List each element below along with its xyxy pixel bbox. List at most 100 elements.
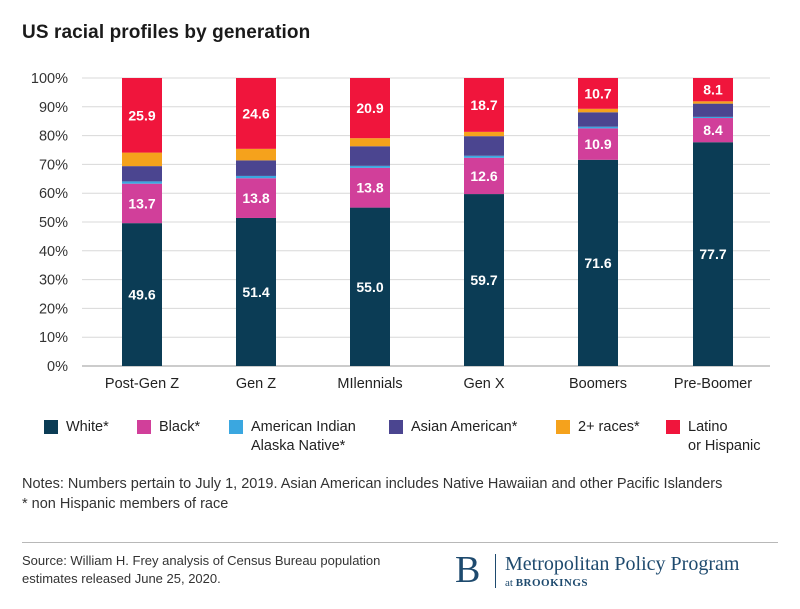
bar-segment xyxy=(693,118,733,143)
bar-stack: 59.7 12.6 18.7 xyxy=(464,78,504,366)
notes-footnote: * non Hispanic members of race xyxy=(22,496,229,512)
bar-segment xyxy=(464,78,504,132)
bar-segment xyxy=(236,217,276,366)
bar-segment xyxy=(236,148,276,161)
bar-segment xyxy=(693,103,733,117)
bar-segment xyxy=(122,183,162,224)
legend-swatch-white xyxy=(44,420,58,434)
bar-stack: 51.4 13.8 24.6 xyxy=(236,78,276,366)
bar-segment xyxy=(578,108,618,113)
data-label: 49.6 xyxy=(128,287,155,303)
data-label: 13.8 xyxy=(356,180,383,196)
bar-segment xyxy=(464,131,504,137)
y-tick-label: 50% xyxy=(39,215,68,231)
x-tick-label: MIlennials xyxy=(337,376,402,392)
stacked-bar-chart: 0% 10% 20% 30% 40% 50% 60% 70% 80% 90% 100% 49.6 13… xyxy=(31,71,770,392)
legend-swatch-two-plus-races xyxy=(556,420,570,434)
chart-title: US racial profiles by generation xyxy=(22,22,311,43)
data-label: 55.0 xyxy=(356,279,383,295)
brookings-logo: B Metropolitan Policy Program at BROOKIN… xyxy=(455,549,785,594)
bar-segment xyxy=(122,166,162,182)
logo-divider xyxy=(495,554,496,588)
data-label: 13.7 xyxy=(128,195,155,211)
bar-segment xyxy=(236,178,276,218)
y-tick-label: 60% xyxy=(39,186,68,202)
bar-segment xyxy=(693,78,733,102)
bar-stack: 49.6 13.7 25.9 xyxy=(122,78,162,366)
bar-segment xyxy=(122,181,162,184)
bar-segment xyxy=(693,101,733,104)
legend-swatch-black xyxy=(137,420,151,434)
data-label: 20.9 xyxy=(356,100,383,116)
legend-swatch-asian-american xyxy=(389,420,403,434)
bar-segment xyxy=(578,78,618,109)
bar-segment xyxy=(350,207,390,366)
bar-segment xyxy=(578,159,618,366)
data-label: 24.6 xyxy=(242,105,269,121)
bar-stack: 77.7 8.4 8.1 xyxy=(693,78,733,366)
gridlines xyxy=(82,77,770,367)
bar-segment xyxy=(578,112,618,127)
x-axis-ticks: Post-Gen Z Gen Z MIlennials Gen X Boomers Pre… xyxy=(105,376,752,392)
legend-item-asian-american: Asian American* xyxy=(389,418,517,437)
bar-segment xyxy=(578,126,618,129)
data-label: 18.7 xyxy=(470,97,497,113)
y-axis-ticks: 0% 10% 20% 30% 40% 50% 60% 70% 80% 90% 100% xyxy=(31,71,68,375)
data-label: 10.9 xyxy=(584,136,611,152)
legend-swatch-latino xyxy=(666,420,680,434)
x-tick-label: Pre-Boomer xyxy=(674,376,752,392)
bar-segment xyxy=(578,128,618,160)
logo-subtitle: at BROOKINGS xyxy=(505,577,589,589)
data-label: 59.7 xyxy=(470,272,497,288)
bar-segment xyxy=(236,160,276,176)
bar-segment xyxy=(464,157,504,195)
x-tick-label: Gen Z xyxy=(236,376,276,392)
bar-segment xyxy=(464,155,504,158)
logo-name: Metropolitan Policy Program xyxy=(505,553,740,575)
bar-segment xyxy=(122,78,162,153)
logo-letter: B xyxy=(455,549,481,591)
bar-segment xyxy=(350,78,390,139)
x-tick-label: Gen X xyxy=(463,376,504,392)
y-tick-label: 80% xyxy=(39,129,68,145)
y-tick-label: 90% xyxy=(39,100,68,116)
legend: White* Black* American Indian Alaska Nati… xyxy=(44,418,784,468)
data-label: 8.1 xyxy=(703,82,723,98)
bar-segment xyxy=(350,146,390,166)
y-tick-label: 0% xyxy=(47,359,68,375)
data-label: 8.4 xyxy=(703,122,723,138)
bar-segment xyxy=(350,138,390,147)
legend-label-latino: Latino or Hispanic xyxy=(688,419,761,454)
data-label: 12.6 xyxy=(470,168,497,184)
y-tick-label: 20% xyxy=(39,301,68,317)
bar-segment xyxy=(464,136,504,156)
bar-segment xyxy=(236,78,276,149)
legend-item-white: White* xyxy=(44,418,109,437)
legend-label-american-indian: American Indian Alaska Native* xyxy=(251,419,356,454)
bar-segment xyxy=(236,175,276,179)
bar-segment xyxy=(464,194,504,366)
source-text: Source: William H. Frey analysis of Cens… xyxy=(22,553,381,586)
x-tick-label: Boomers xyxy=(569,376,627,392)
bar-segment xyxy=(693,116,733,119)
data-label: 71.6 xyxy=(584,255,611,271)
legend-item-latino: Latino or Hispanic xyxy=(666,418,761,456)
y-tick-label: 40% xyxy=(39,244,68,260)
legend-item-american-indian: American Indian Alaska Native* xyxy=(229,418,356,456)
bar-segment xyxy=(350,167,390,208)
legend-label-two-plus-races: 2+ races* xyxy=(578,419,640,435)
bar-segment xyxy=(693,142,733,366)
y-tick-label: 70% xyxy=(39,157,68,173)
notes-line: Notes: Numbers pertain to July 1, 2019. … xyxy=(22,476,723,492)
y-tick-label: 30% xyxy=(39,273,68,289)
y-tick-label: 10% xyxy=(39,330,68,346)
legend-swatch-american-indian xyxy=(229,420,243,434)
bar-segment xyxy=(122,152,162,167)
bar-stack: 55.0 13.8 20.9 xyxy=(350,78,390,366)
data-label: 13.8 xyxy=(242,190,269,206)
legend-item-black: Black* xyxy=(137,418,200,437)
data-label: 25.9 xyxy=(128,107,155,123)
legend-label-black: Black* xyxy=(159,419,201,435)
y-tick-label: 100% xyxy=(31,71,68,87)
bar-stack: 71.6 10.9 10.7 xyxy=(578,78,618,366)
